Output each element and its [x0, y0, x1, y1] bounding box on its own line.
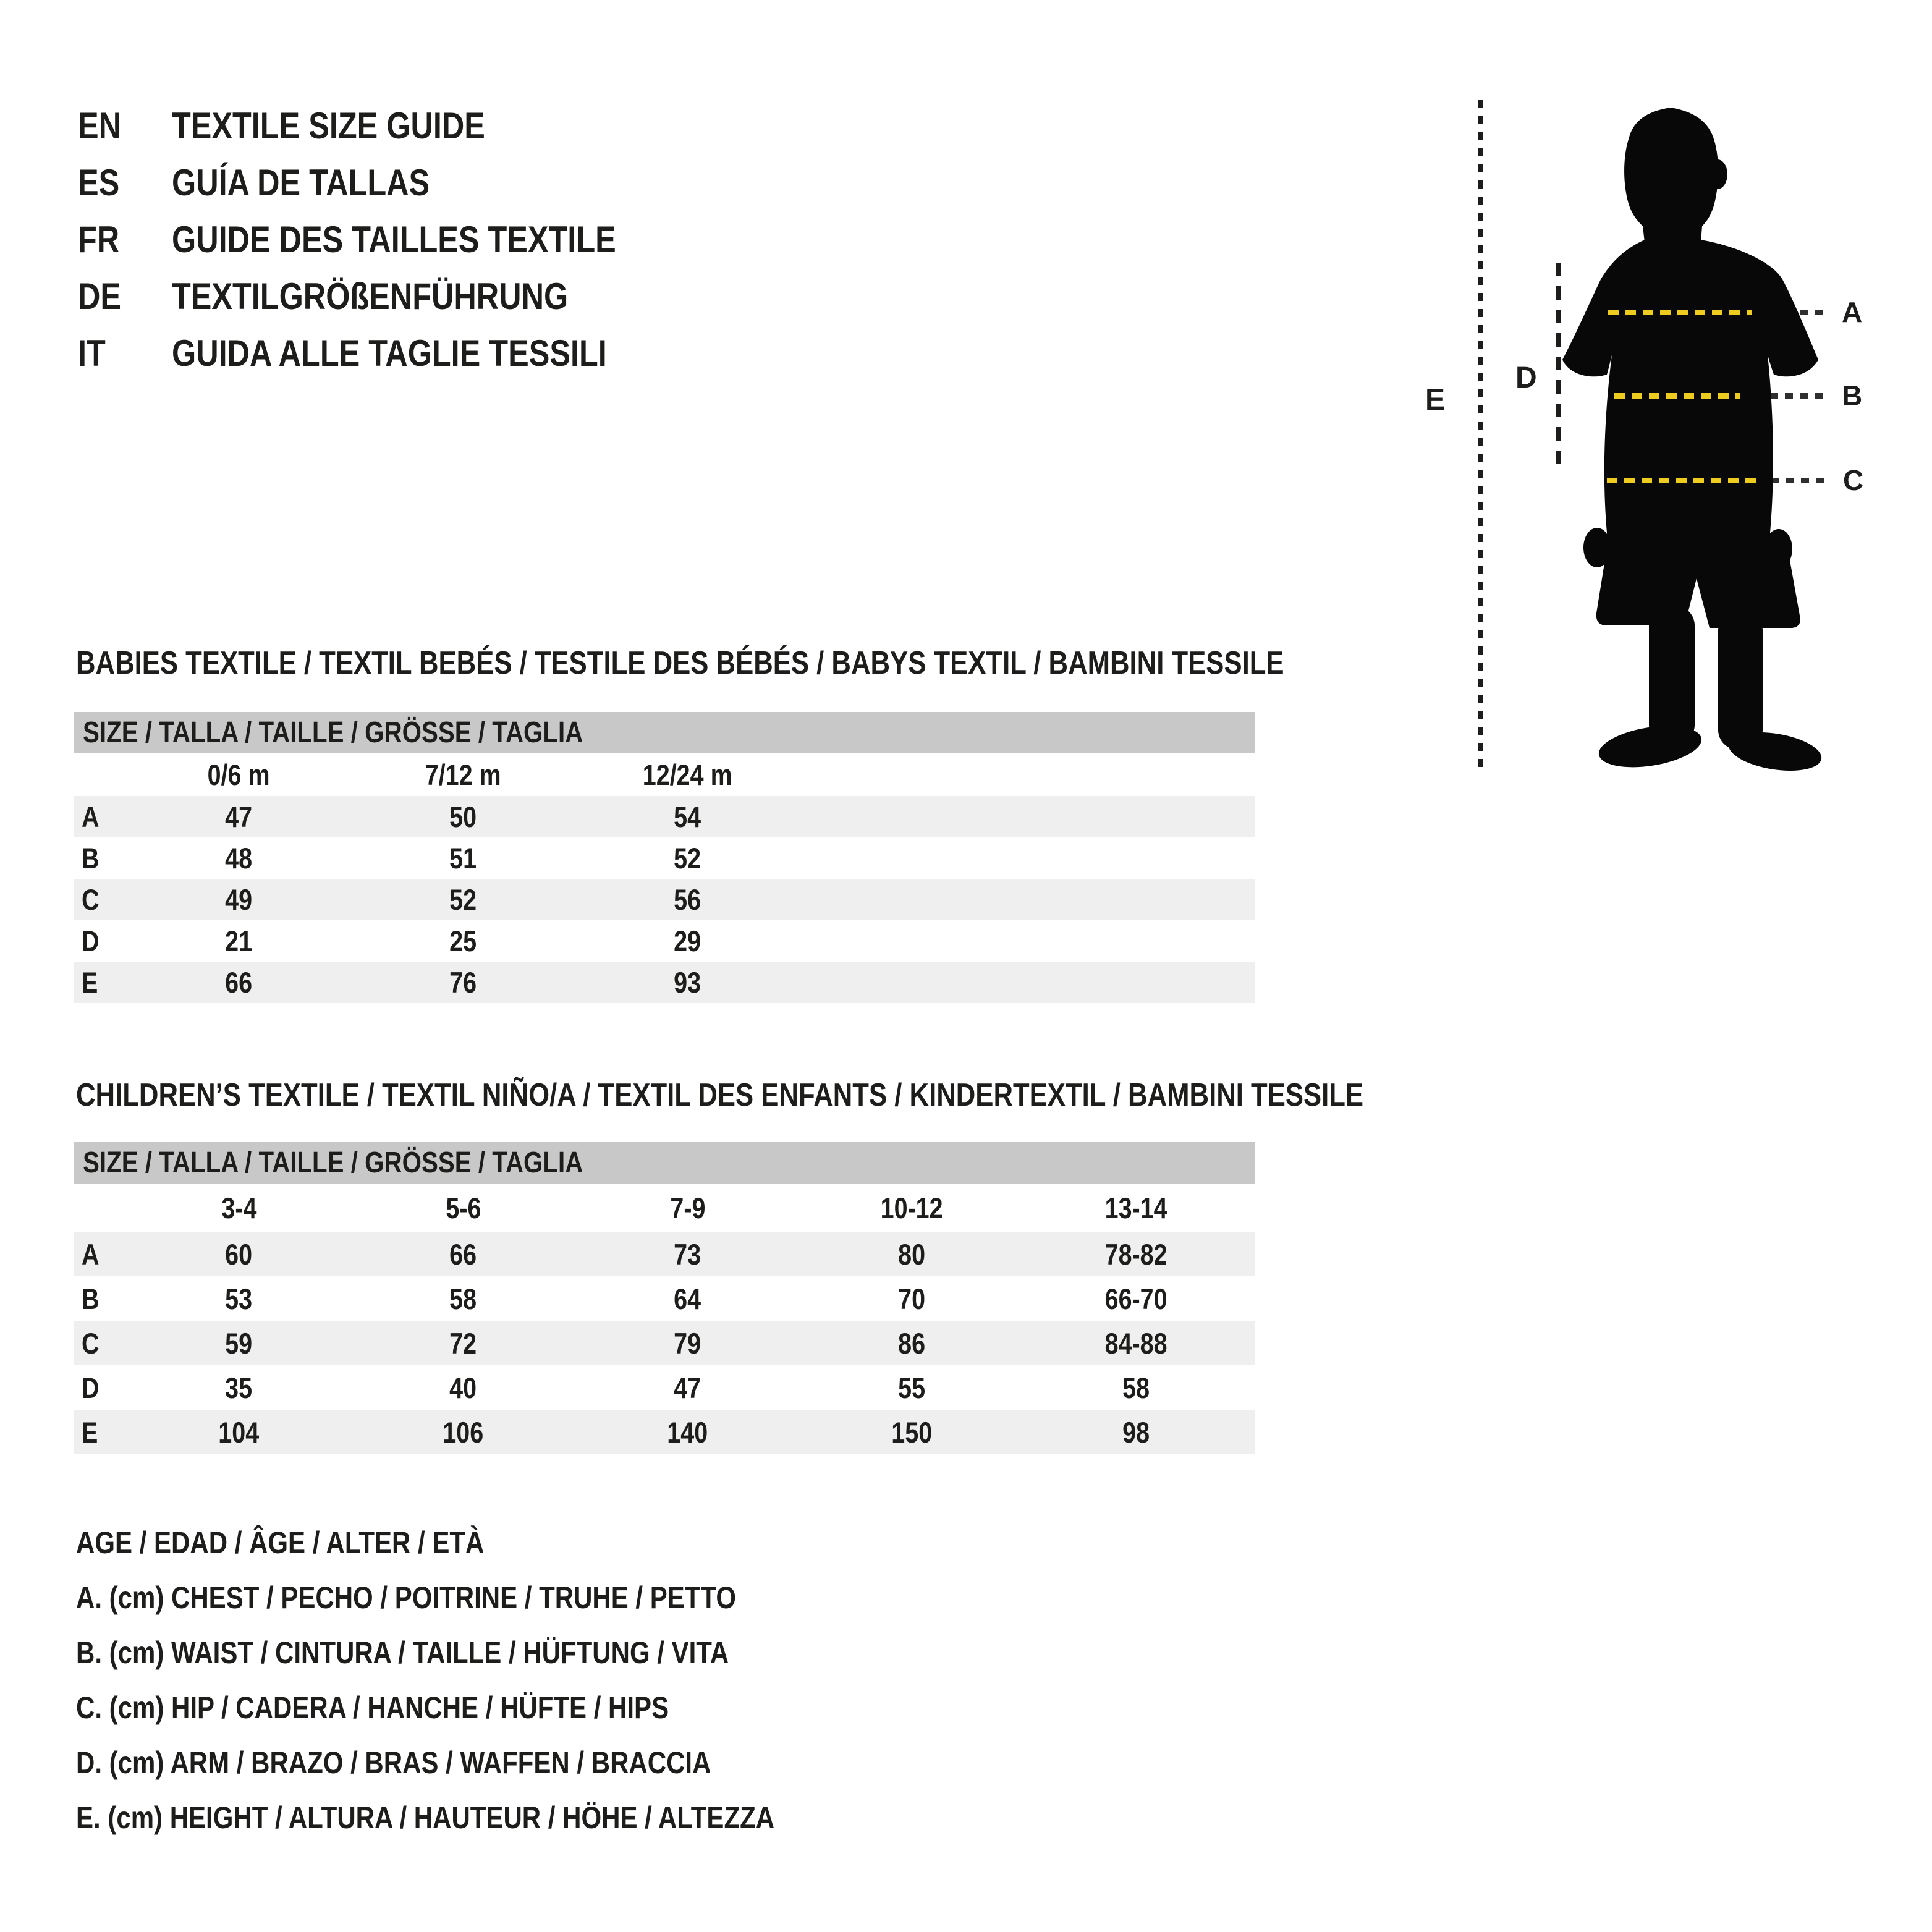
legend-hip-c: C. (cm) HIP / CADERA / HANCHE / HÜFTE / … — [76, 1690, 669, 1725]
table-row: C 49 52 56 — [74, 879, 1255, 920]
figure-label-c: C — [1843, 464, 1864, 496]
table-row: D 21 25 29 — [82, 925, 701, 957]
babies-col-12-24m: 12/24 m — [643, 758, 732, 791]
children-col-3-4: 3-4 — [221, 1191, 257, 1224]
babies-section-heading: BABIES TEXTILE / TEXTIL BEBÉS / TESTILE … — [76, 645, 1284, 681]
measurement-legend: AGE / EDAD / ÂGE / ALTER / ETÀ A. (cm) C… — [76, 1515, 907, 1845]
babies-col-0-6m: 0/6 m — [208, 758, 270, 791]
language-title-it: GUIDA ALLE TAGLIE TESSILI — [172, 332, 607, 374]
table-row: A 60 66 73 80 78-82 — [74, 1232, 1255, 1276]
language-code-en: EN — [78, 104, 122, 146]
babies-size-table: SIZE / TALLA / TAILLE / GRÖSSE / TAGLIA … — [74, 712, 1255, 1003]
language-title-fr: GUIDE DES TAILLES TEXTILE — [172, 218, 616, 260]
language-code-de: DE — [78, 275, 122, 317]
language-title-en: TEXTILE SIZE GUIDE — [172, 104, 485, 146]
language-code-es: ES — [78, 161, 120, 203]
waist-leader-line-b — [1755, 393, 1824, 399]
children-size-header-bar: SIZE / TALLA / TAILLE / GRÖSSE / TAGLIA — [74, 1142, 1255, 1184]
language-row-fr: FR GUIDE DES TAILLES TEXTILE — [78, 211, 701, 268]
language-code-fr: FR — [78, 218, 120, 260]
language-title-de: TEXTILGRÖßENFÜHRUNG — [172, 275, 569, 317]
table-row: E 104 106 140 150 98 — [74, 1410, 1255, 1454]
table-row: B 53 58 64 70 66-70 — [82, 1282, 1167, 1315]
legend-chest-a: A. (cm) CHEST / PECHO / POITRINE / TRUHE… — [76, 1580, 737, 1615]
legend-height-e: E. (cm) HEIGHT / ALTURA / HAUTEUR / HÖHE… — [76, 1800, 775, 1835]
hip-measure-line-c — [1607, 478, 1756, 483]
waist-measure-line-b — [1614, 393, 1740, 399]
children-col-10-12: 10-12 — [881, 1191, 943, 1224]
legend-arm-d: D. (cm) ARM / BRAZO / BRAS / WAFFEN / BR… — [76, 1745, 711, 1780]
table-row: D 35 40 47 55 58 — [82, 1371, 1150, 1404]
hip-leader-line-c — [1756, 478, 1826, 483]
legend-waist-b: B. (cm) WAIST / CINTURA / TAILLE / HÜFTU… — [76, 1635, 729, 1670]
child-silhouette-icon — [1562, 108, 1822, 771]
language-code-it: IT — [78, 332, 106, 374]
figure-label-d: D — [1515, 362, 1537, 394]
figure-label-b: B — [1842, 379, 1863, 412]
language-title-list: EN TEXTILE SIZE GUIDE ES GUÍA DE TALLAS … — [78, 97, 701, 381]
language-title-es: GUÍA DE TALLAS — [172, 161, 430, 203]
babies-col-7-12m: 7/12 m — [425, 758, 501, 791]
figure-label-a: A — [1842, 296, 1863, 328]
legend-age: AGE / EDAD / ÂGE / ALTER / ETÀ — [76, 1525, 485, 1560]
children-col-13-14: 13-14 — [1105, 1191, 1167, 1224]
language-row-de: DE TEXTILGRÖßENFÜHRUNG — [78, 268, 701, 324]
table-row: B 48 51 52 — [82, 842, 701, 875]
height-measure-line-e — [1478, 100, 1483, 774]
table-row: C 59 72 79 86 84-88 — [74, 1321, 1255, 1365]
children-section-heading: CHILDREN’S TEXTILE / TEXTIL NIÑO/A / TEX… — [76, 1077, 1364, 1113]
arm-measure-line-d — [1556, 263, 1561, 472]
language-row-en: EN TEXTILE SIZE GUIDE — [78, 97, 701, 154]
table-row: E 66 76 93 — [74, 962, 1255, 1003]
table-row: A 47 50 54 — [74, 796, 1255, 837]
children-size-table: SIZE / TALLA / TAILLE / GRÖSSE / TAGLIA … — [74, 1142, 1255, 1454]
language-row-it: IT GUIDA ALLE TAGLIE TESSILI — [78, 324, 701, 381]
children-col-5-6: 5-6 — [445, 1191, 481, 1224]
figure-label-e: E — [1425, 384, 1446, 417]
babies-size-header-bar: SIZE / TALLA / TAILLE / GRÖSSE / TAGLIA — [74, 712, 1255, 753]
language-row-es: ES GUÍA DE TALLAS — [78, 154, 701, 211]
children-col-7-9: 7-9 — [669, 1191, 706, 1224]
chest-measure-line-a — [1608, 310, 1752, 315]
children-column-header-row: 3-4 5-6 7-9 10-12 13-14 — [74, 1184, 1255, 1232]
babies-column-header-row: 0/6 m 7/12 m 12/24 m — [74, 753, 1255, 796]
